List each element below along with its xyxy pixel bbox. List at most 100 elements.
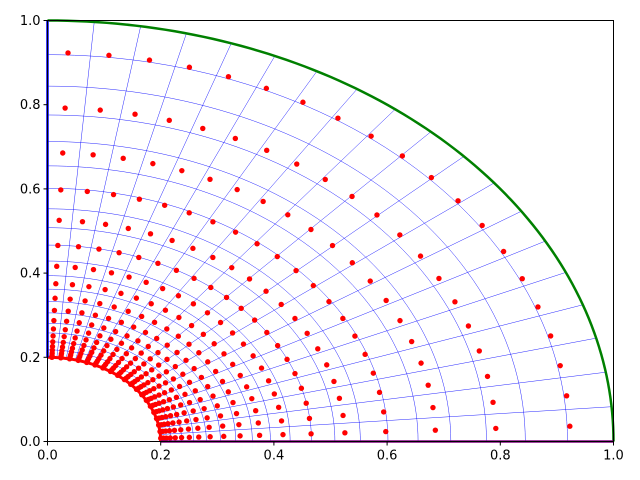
- collocation-point: [308, 226, 314, 233]
- collocation-point: [219, 378, 226, 385]
- mesh-spoke-18: [56, 21, 95, 358]
- collocation-point: [151, 394, 158, 400]
- collocation-point: [196, 350, 202, 356]
- collocation-point: [271, 391, 278, 397]
- collocation-point: [108, 336, 114, 342]
- collocation-point: [221, 351, 227, 357]
- collocation-point: [67, 296, 73, 302]
- collocation-point: [349, 260, 356, 266]
- collocation-point: [150, 377, 156, 383]
- collocation-point: [362, 351, 368, 358]
- collocation-point: [230, 361, 236, 368]
- collocation-point: [62, 326, 68, 333]
- y-tick-label: 0.0: [20, 435, 41, 450]
- collocation-point: [465, 323, 472, 329]
- collocation-point: [111, 304, 117, 310]
- collocation-point: [58, 187, 64, 193]
- mesh-arc-16: [47, 114, 487, 442]
- collocation-point: [166, 428, 173, 434]
- collocation-point: [249, 395, 255, 402]
- collocation-point: [234, 186, 240, 193]
- collocation-point: [92, 312, 99, 318]
- collocation-point: [90, 152, 96, 158]
- collocation-point: [135, 365, 142, 371]
- y-tick-label: 0.8: [20, 98, 41, 113]
- collocation-point: [179, 167, 185, 174]
- mesh-arc-3: [47, 332, 194, 442]
- collocation-point: [164, 342, 170, 348]
- collocation-point: [563, 393, 570, 399]
- collocation-point: [292, 370, 298, 377]
- collocation-point: [368, 133, 374, 139]
- collocation-point: [164, 356, 170, 363]
- mesh-arc-14: [47, 165, 419, 442]
- collocation-point: [383, 297, 389, 304]
- collocation-point: [557, 362, 563, 369]
- collocation-point: [217, 319, 224, 326]
- collocation-point: [156, 373, 162, 379]
- collocation-point: [175, 293, 182, 299]
- collocation-point: [417, 253, 424, 259]
- collocation-point: [383, 428, 389, 435]
- collocation-point: [79, 347, 85, 353]
- collocation-point: [182, 391, 188, 398]
- collocation-point: [50, 333, 56, 339]
- collocation-point: [490, 399, 496, 405]
- collocation-point: [547, 333, 554, 339]
- collocation-point: [155, 260, 161, 267]
- mesh-arc-6: [47, 301, 236, 442]
- collocation-point: [148, 301, 154, 307]
- collocation-point: [223, 294, 230, 301]
- collocation-point: [251, 317, 258, 323]
- collocation-point: [175, 333, 182, 339]
- collocation-point: [197, 396, 203, 403]
- collocation-point: [255, 420, 261, 426]
- collocation-point: [188, 322, 195, 329]
- collocation-point: [285, 212, 291, 218]
- collocation-point: [155, 349, 161, 356]
- collocation-point: [331, 378, 337, 385]
- collocation-point: [165, 420, 171, 427]
- collocation-point: [221, 433, 227, 440]
- collocation-point: [207, 176, 213, 183]
- mesh-spoke-3: [157, 337, 597, 422]
- collocation-point: [147, 356, 153, 362]
- collocation-point: [162, 307, 169, 313]
- collocation-point: [294, 161, 300, 167]
- collocation-point: [118, 290, 124, 297]
- collocation-point: [118, 319, 125, 326]
- x-tick-label: 0.0: [37, 449, 58, 464]
- collocation-point: [250, 353, 256, 359]
- collocation-point: [229, 330, 236, 336]
- collocation-point: [135, 338, 141, 344]
- plot-area: [46, 19, 615, 443]
- collocation-point: [232, 135, 239, 142]
- collocation-point: [102, 221, 109, 228]
- collocation-point: [265, 378, 272, 384]
- collocation-point: [127, 360, 134, 366]
- collocation-point: [173, 411, 180, 418]
- collocation-point: [315, 346, 321, 352]
- collocation-point: [380, 409, 387, 415]
- mesh-arc-11: [47, 227, 336, 442]
- mesh-spoke-13: [101, 71, 318, 368]
- collocation-point: [186, 379, 193, 386]
- collocation-point: [72, 335, 78, 341]
- collocation-point: [205, 359, 211, 365]
- collocation-point: [293, 267, 299, 274]
- collocation-point: [107, 355, 113, 362]
- collocation-point: [225, 73, 232, 80]
- collocation-point: [264, 329, 270, 336]
- collocation-point: [123, 351, 130, 357]
- collocation-point: [476, 348, 482, 354]
- collocation-point: [243, 384, 250, 390]
- mesh-spoke-2: [159, 371, 606, 428]
- collocation-point: [50, 326, 57, 332]
- collocation-point: [89, 349, 95, 355]
- collocation-point: [292, 315, 298, 322]
- collocation-point: [162, 380, 169, 386]
- collocation-point: [191, 365, 197, 372]
- collocation-point: [370, 370, 377, 376]
- collocation-point: [310, 282, 317, 289]
